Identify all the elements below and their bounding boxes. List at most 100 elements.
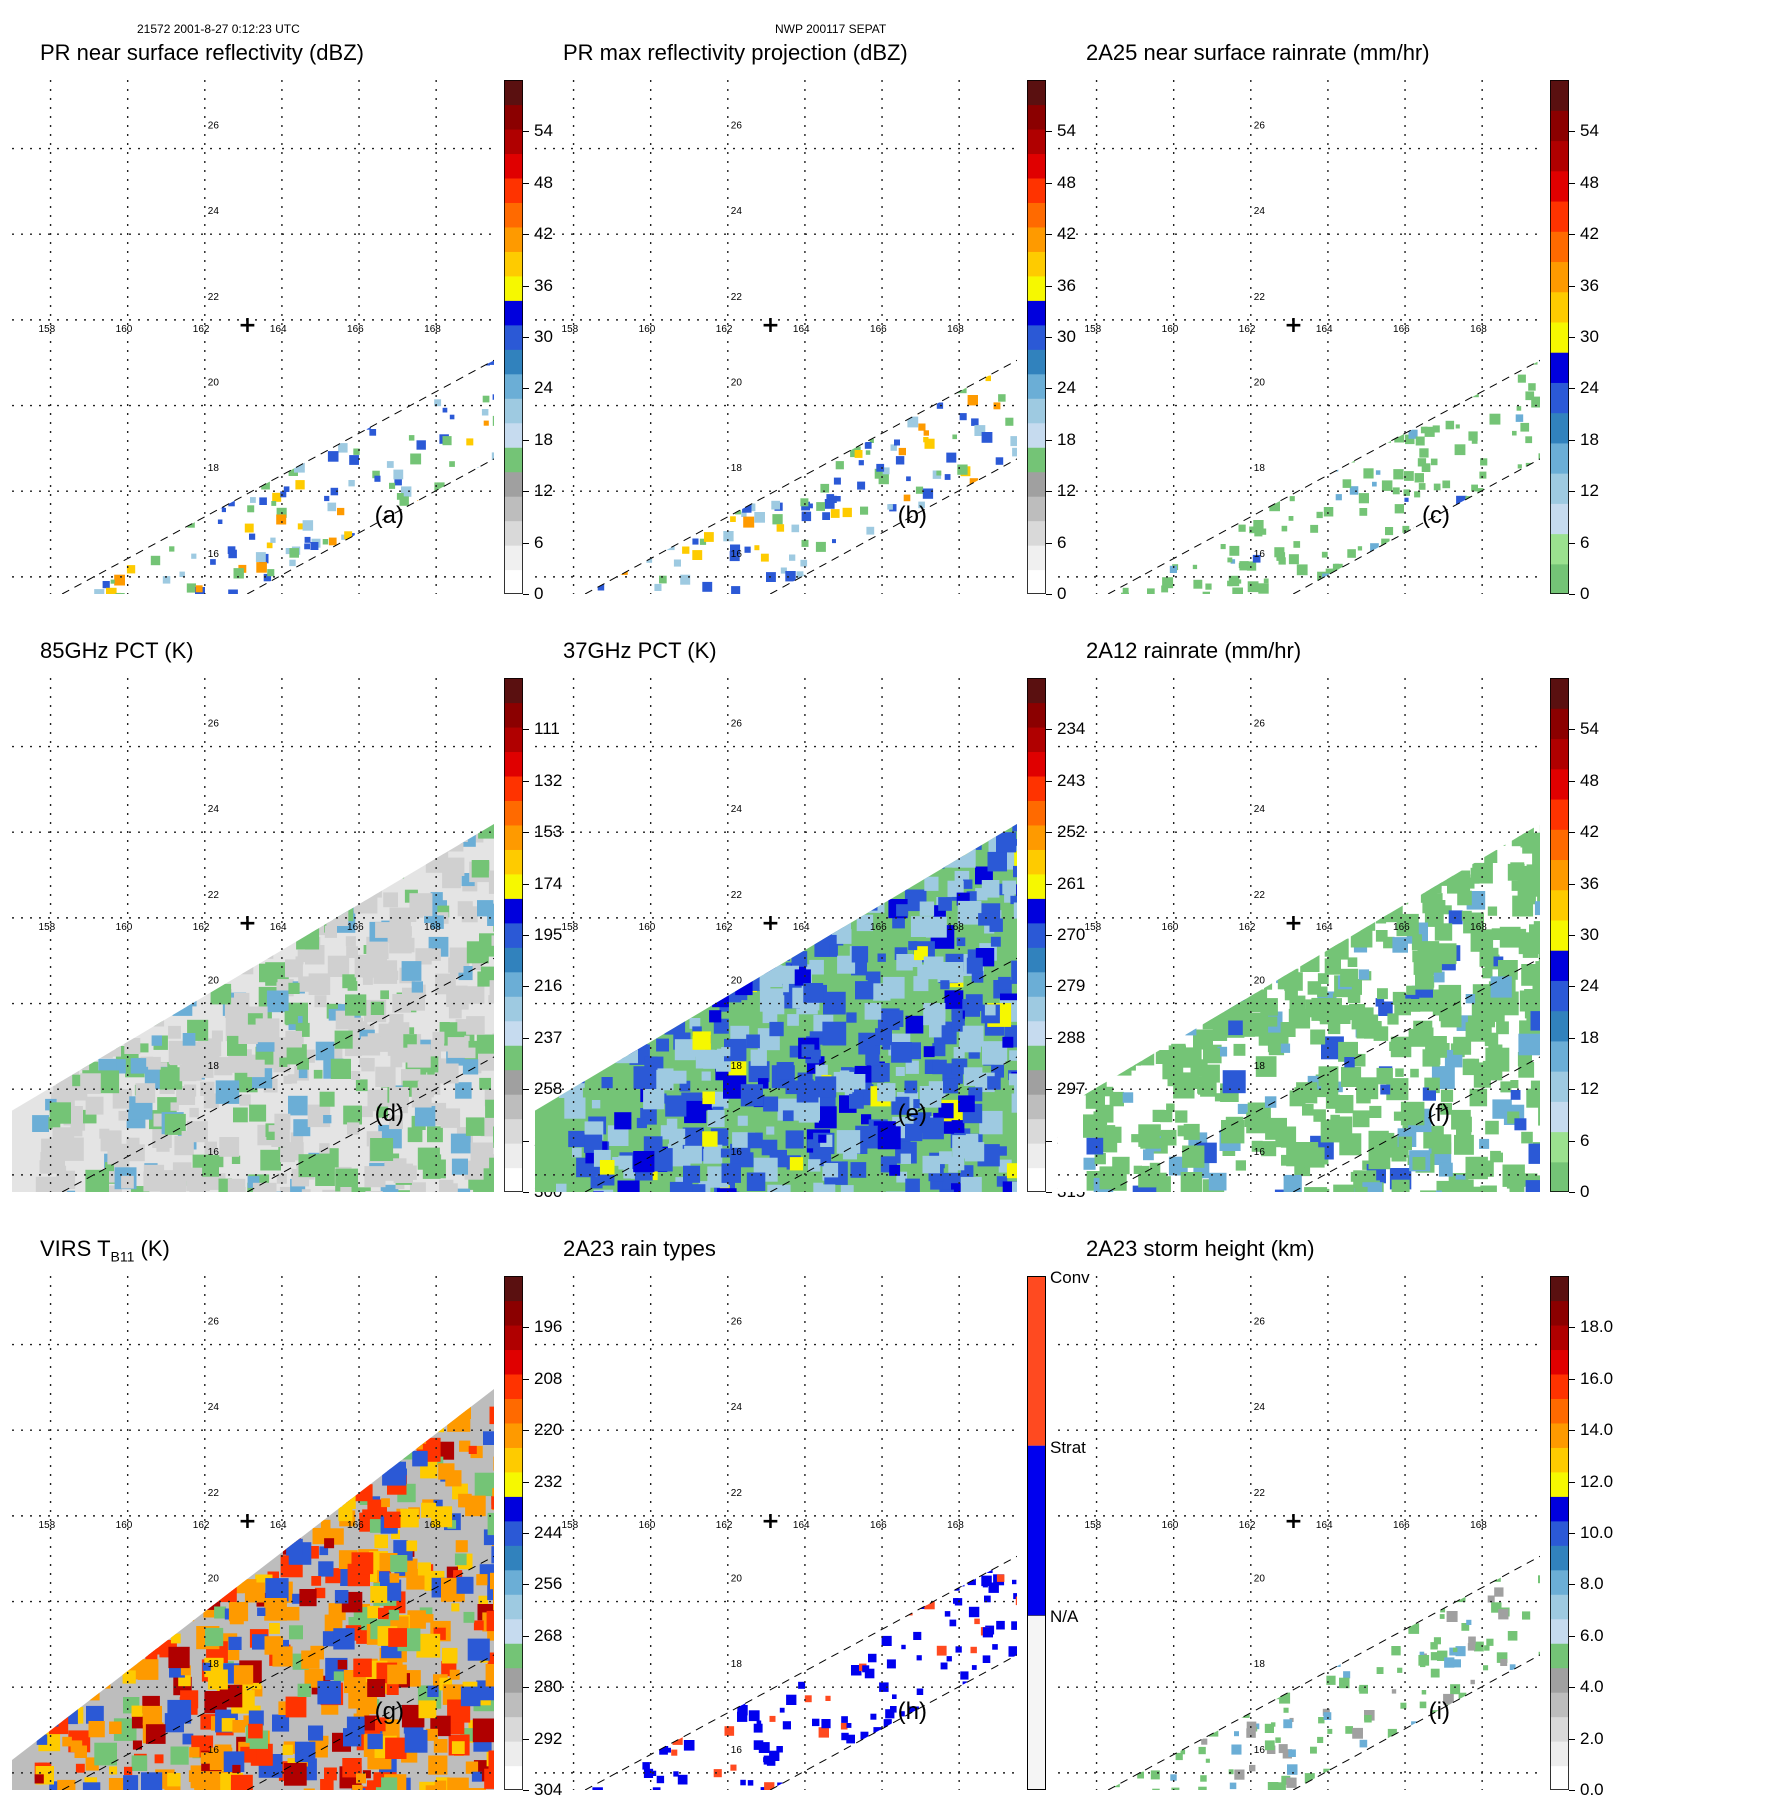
field-cell <box>140 1043 149 1052</box>
colorbar-step <box>1027 947 1046 972</box>
field-cell <box>1311 998 1334 1021</box>
field-cell <box>248 236 253 241</box>
field-cell <box>692 539 698 545</box>
field-cell <box>1393 487 1400 494</box>
colorbar-step <box>504 1717 523 1742</box>
field-cell <box>1171 551 1175 555</box>
field-cell <box>561 1063 580 1082</box>
field-cell <box>127 1494 136 1503</box>
colorbar-step <box>1027 374 1046 399</box>
field-cell <box>292 395 299 402</box>
field-cell <box>1216 323 1226 333</box>
field-cell <box>640 814 655 829</box>
field-cell <box>1260 351 1270 361</box>
field-cell <box>1399 250 1407 258</box>
field-cell <box>1130 960 1145 975</box>
colorbar-step <box>1027 1143 1046 1168</box>
field-cell <box>1082 845 1096 859</box>
field-cell <box>1433 873 1442 882</box>
field-cell <box>238 1025 257 1044</box>
field-cell <box>1463 381 1472 390</box>
field-cell <box>359 1058 368 1067</box>
field-cell <box>83 1782 100 1790</box>
field-cell <box>1205 584 1211 590</box>
colorbar-step <box>504 825 523 850</box>
field-cell <box>993 539 997 543</box>
field-cell <box>1186 457 1190 461</box>
field-cell <box>1310 525 1318 533</box>
field-cell <box>1196 420 1202 426</box>
field-cell <box>449 1006 462 1019</box>
field-cell <box>1134 936 1155 957</box>
field-cell <box>962 305 971 314</box>
lat-tick-label: 16 <box>208 1745 220 1756</box>
field-cell <box>823 904 846 927</box>
field-cell <box>1392 418 1403 429</box>
field-cell <box>163 873 185 895</box>
field-cell <box>1179 848 1194 863</box>
field-cell <box>115 1536 125 1546</box>
field-cell <box>677 832 694 849</box>
colorbar-tick-mark <box>1046 986 1052 987</box>
field-cell <box>76 1764 85 1773</box>
field-cell <box>458 901 473 916</box>
field-cell <box>486 286 492 292</box>
field-cell <box>1113 936 1122 945</box>
field-cell <box>356 1484 373 1501</box>
field-cell <box>564 538 569 543</box>
field-cell <box>867 880 878 891</box>
field-cell <box>1458 272 1466 280</box>
field-cell <box>1117 913 1133 929</box>
field-cell <box>1243 501 1253 511</box>
field-cell <box>315 439 324 448</box>
field-cell <box>1152 529 1162 539</box>
colorbar-step <box>1550 708 1569 739</box>
field-cell <box>1200 349 1210 359</box>
field-cell <box>899 380 908 389</box>
field-cell <box>425 1614 434 1623</box>
field-cell <box>357 820 381 844</box>
field-cell <box>1441 356 1446 361</box>
lat-tick-label: 26 <box>1254 121 1266 132</box>
field-cell <box>74 565 78 569</box>
colorbar-tick-mark <box>523 1089 529 1090</box>
field-cell <box>1280 390 1287 397</box>
field-cell <box>801 289 809 297</box>
field-cell <box>107 1144 128 1165</box>
field-cell <box>736 931 751 946</box>
field-cell <box>91 912 114 935</box>
field-cell <box>181 1499 192 1510</box>
field-cell <box>1193 565 1197 569</box>
field-cell <box>230 1438 245 1453</box>
field-cell <box>58 316 66 324</box>
colorbar-step <box>1027 202 1046 227</box>
field-cell <box>1473 267 1477 271</box>
field-cell <box>708 808 717 817</box>
field-cell <box>326 833 349 856</box>
field-cell <box>209 238 220 249</box>
field-cell <box>307 1405 317 1415</box>
field-cell <box>1526 840 1539 853</box>
field-cell <box>221 1540 243 1562</box>
field-cell <box>108 526 115 533</box>
field-cell <box>103 828 119 844</box>
field-cell <box>34 371 42 379</box>
colorbar-tick-mark <box>1569 131 1575 132</box>
field-cell <box>1394 999 1411 1016</box>
colorbar-tick-label: 24 <box>1580 976 1599 996</box>
colorbar <box>1027 80 1046 594</box>
field-cell <box>1415 971 1434 990</box>
field-cell <box>704 280 712 288</box>
field-cell <box>911 916 932 937</box>
field-cell <box>93 524 104 535</box>
field-cell <box>418 1562 431 1575</box>
field-cell <box>1193 580 1202 589</box>
colorbar-tick-mark <box>1046 286 1052 287</box>
field-cell <box>307 580 317 590</box>
field-cell <box>918 424 925 431</box>
field-cell <box>154 1495 171 1512</box>
colorbar-step <box>1027 300 1046 325</box>
field-cell <box>1446 318 1452 324</box>
field-cell <box>769 1022 783 1036</box>
field-cell <box>418 246 425 253</box>
